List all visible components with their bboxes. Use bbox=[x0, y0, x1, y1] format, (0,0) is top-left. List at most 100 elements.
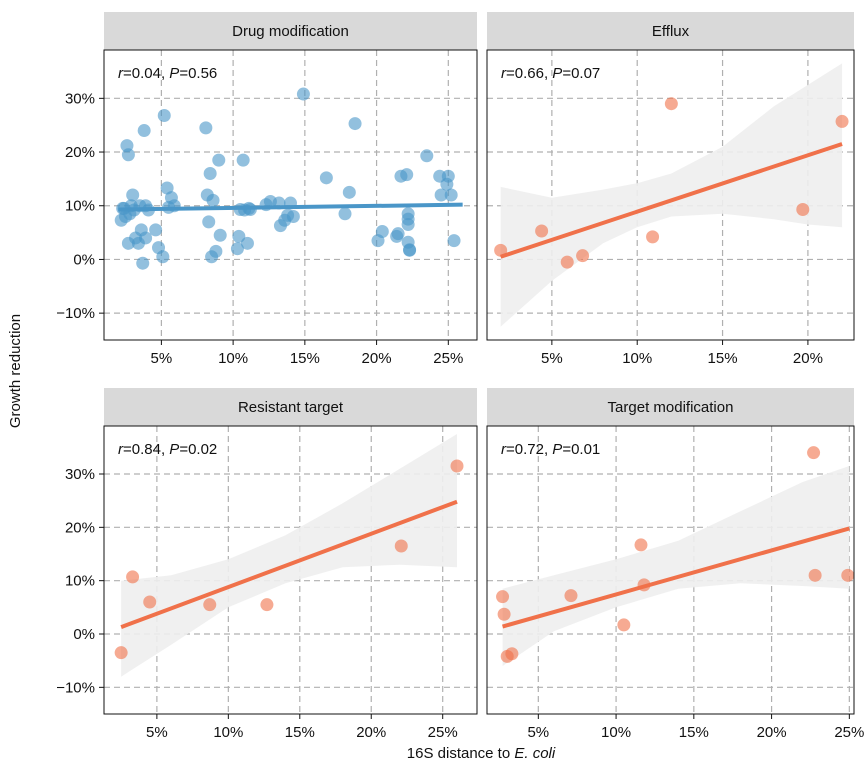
trend-line bbox=[118, 202, 463, 212]
data-point bbox=[157, 109, 171, 123]
plot-area bbox=[114, 87, 463, 270]
x-tick-label: 15% bbox=[679, 724, 709, 741]
data-point bbox=[808, 568, 822, 582]
x-tick-label: 20% bbox=[793, 350, 823, 367]
stat-symbol: P bbox=[169, 65, 179, 82]
data-point bbox=[434, 188, 448, 202]
correlation-annotation: r=0.72, P=0.01 bbox=[501, 441, 600, 458]
data-point bbox=[400, 168, 414, 182]
stat-value: =0.01 bbox=[562, 441, 600, 458]
stat-symbol: P bbox=[552, 441, 562, 458]
panel-resistant-target: Resistant target r=0.84, P=0.02 5% 10% 15% 20… bbox=[56, 388, 478, 741]
data-point bbox=[126, 570, 140, 584]
x-tick-label: 10% bbox=[622, 350, 652, 367]
y-tick-label: 10% bbox=[65, 573, 95, 590]
x-tick-label: 5% bbox=[146, 724, 168, 741]
data-point bbox=[139, 231, 153, 245]
data-point bbox=[114, 646, 128, 660]
y-tick-label: 20% bbox=[65, 144, 95, 161]
data-point bbox=[496, 590, 510, 604]
data-point bbox=[199, 121, 213, 135]
data-point bbox=[342, 185, 356, 199]
correlation-annotation: r=0.66, P=0.07 bbox=[501, 65, 600, 82]
data-point bbox=[394, 539, 408, 553]
data-point bbox=[634, 538, 648, 552]
data-point bbox=[450, 459, 464, 473]
data-point bbox=[203, 598, 217, 612]
data-point bbox=[494, 243, 508, 257]
data-point bbox=[535, 224, 549, 238]
stat-symbol: r bbox=[118, 441, 124, 458]
panel-border bbox=[486, 49, 855, 341]
correlation-annotation: r=0.84, P=0.02 bbox=[118, 441, 217, 458]
data-point bbox=[160, 181, 174, 195]
stat-symbol: P bbox=[552, 65, 562, 82]
stat-symbol: r bbox=[118, 65, 124, 82]
data-point bbox=[296, 87, 310, 101]
data-point bbox=[497, 607, 511, 621]
data-point bbox=[126, 188, 140, 202]
stat-value: =0.72, bbox=[506, 441, 552, 458]
x-tick-label: 15% bbox=[285, 724, 315, 741]
panel-target-modification: Target modification r=0.72, P=0.01 5% 10% 15… bbox=[486, 388, 864, 741]
stat-value: =0.84, bbox=[123, 441, 169, 458]
plot-area bbox=[494, 63, 849, 327]
data-point bbox=[401, 212, 415, 226]
data-point bbox=[203, 167, 217, 181]
strip-background bbox=[104, 12, 477, 50]
data-point bbox=[447, 234, 461, 248]
data-point bbox=[664, 97, 678, 111]
x-tick-label: 15% bbox=[290, 350, 320, 367]
x-tick-label: 5% bbox=[527, 724, 549, 741]
y-tick-label: −10% bbox=[56, 305, 95, 322]
data-point bbox=[286, 209, 300, 223]
data-point bbox=[232, 229, 246, 243]
y-tick-label: 20% bbox=[65, 519, 95, 536]
panel-title: Target modification bbox=[608, 399, 734, 416]
stat-value: =0.56 bbox=[179, 65, 217, 82]
panel-border bbox=[486, 425, 855, 715]
plot-area bbox=[114, 434, 464, 677]
y-tick-label: 0% bbox=[73, 626, 95, 643]
data-point bbox=[212, 153, 226, 167]
data-point bbox=[121, 148, 135, 162]
y-tick-label: 30% bbox=[65, 466, 95, 483]
data-point bbox=[137, 124, 151, 138]
stat-value: =0.07 bbox=[562, 65, 600, 82]
panel-title: Efflux bbox=[652, 23, 690, 40]
x-tick-label: 25% bbox=[834, 724, 864, 741]
stat-symbol: P bbox=[169, 441, 179, 458]
confidence-band bbox=[502, 466, 850, 666]
data-point bbox=[136, 256, 150, 270]
plot-area bbox=[496, 446, 854, 666]
trend-line bbox=[120, 499, 458, 629]
data-point bbox=[403, 243, 417, 257]
confidence-band bbox=[121, 434, 457, 677]
data-point bbox=[143, 595, 157, 609]
panel-title: Drug modification bbox=[232, 23, 349, 40]
x-tick-label: 5% bbox=[541, 350, 563, 367]
data-point bbox=[841, 568, 854, 582]
stat-value: =0.02 bbox=[179, 441, 217, 458]
x-tick-label: 25% bbox=[433, 350, 463, 367]
data-point bbox=[375, 225, 389, 239]
x-tick-label: 15% bbox=[708, 350, 738, 367]
panels: Drug modification r=0.04, P=0.56 5% 10% 15% 2… bbox=[56, 12, 864, 741]
strip-background bbox=[487, 12, 854, 50]
data-point bbox=[617, 618, 631, 632]
y-tick-label: 30% bbox=[65, 90, 95, 107]
data-point bbox=[149, 223, 163, 237]
data-point bbox=[646, 230, 660, 244]
data-point bbox=[236, 153, 250, 167]
data-point bbox=[391, 227, 405, 241]
stat-symbol: r bbox=[501, 65, 507, 82]
data-point bbox=[420, 149, 434, 163]
data-point bbox=[319, 171, 333, 185]
data-point bbox=[505, 647, 519, 661]
data-point bbox=[156, 250, 170, 264]
y-tick-label: 10% bbox=[65, 198, 95, 215]
data-point bbox=[348, 117, 362, 131]
data-point bbox=[230, 242, 244, 256]
correlation-annotation: r=0.04, P=0.56 bbox=[118, 65, 217, 82]
